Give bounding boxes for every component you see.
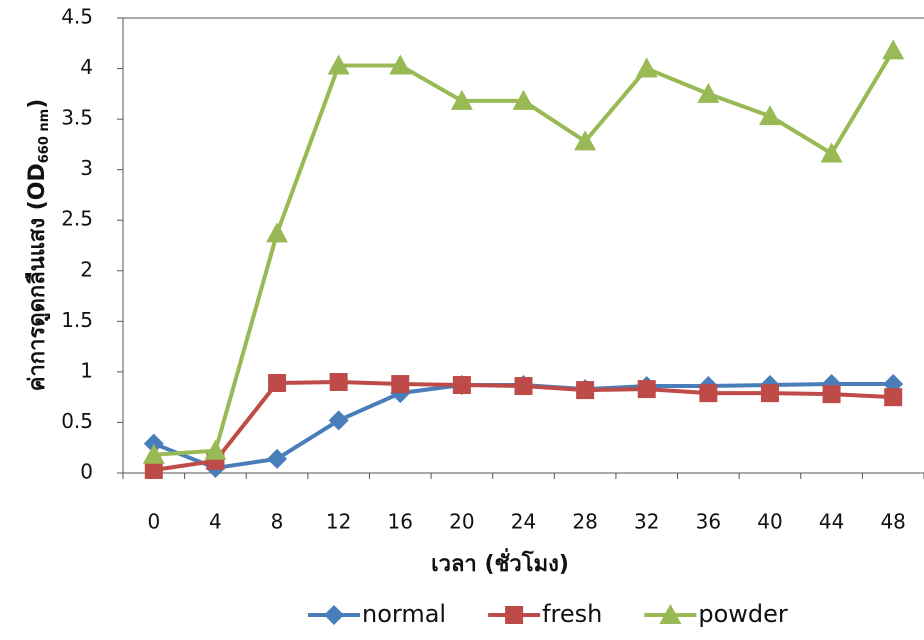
chart: เวลา (ชั่วโมง) ค่าการดูดกลืนแสง (OD660 n… [0,0,924,636]
data-point [391,375,409,393]
y-tick-label: 3.5 [61,106,93,130]
series-line [154,382,893,470]
x-axis-title: เวลา (ชั่วโมง) [431,547,569,577]
data-point [884,388,902,406]
x-tick-label: 0 [147,510,160,534]
data-point [823,385,841,403]
y-tick-label: 2.5 [61,207,93,231]
x-tick-label: 32 [634,510,659,534]
y-tick-label: 3 [80,156,93,180]
data-point [576,381,594,399]
legend-label: fresh [542,600,602,628]
data-point [638,380,656,398]
y-tick-label: 0 [80,460,93,484]
x-tick-label: 44 [819,510,844,534]
data-point [453,376,471,394]
data-point [761,384,779,402]
y-tick-label: 0.5 [61,409,93,433]
data-point [515,377,533,395]
y-axis-title-main: ค่าการดูดกลืนแสง (OD [25,163,51,391]
x-tick-label: 12 [326,510,351,534]
data-point [636,58,658,78]
y-tick-label: 4.5 [61,5,93,29]
x-tick-label: 36 [696,510,721,534]
x-tick-label: 16 [388,510,413,534]
x-tick-label: 40 [757,510,782,534]
x-tick-label: 28 [572,510,597,534]
y-tick-label: 1.5 [61,308,93,332]
legend-marker [324,605,344,625]
data-point [268,374,286,392]
x-tick-label: 8 [271,510,284,534]
data-point [699,384,717,402]
y-tick-label: 4 [80,55,93,79]
x-tick-label: 24 [511,510,536,534]
x-tick-label: 20 [449,510,474,534]
y-tick-label: 1 [80,358,93,382]
y-axis-title-end: ) [25,99,50,109]
data-point [330,373,348,391]
data-point [267,449,287,469]
legend-label: normal [362,600,446,628]
y-tick-label: 2 [80,257,93,281]
x-tick-label: 4 [209,510,222,534]
data-point [329,410,349,430]
data-point [266,222,288,242]
data-point [882,39,904,59]
legend-label: powder [698,600,788,628]
data-point [821,142,843,162]
x-tick-label: 48 [880,510,905,534]
legend-marker [505,606,523,624]
y-axis-title: ค่าการดูดกลืนแสง (OD660 nm) [25,99,52,392]
y-axis-title-sub: 660 nm [37,109,52,163]
